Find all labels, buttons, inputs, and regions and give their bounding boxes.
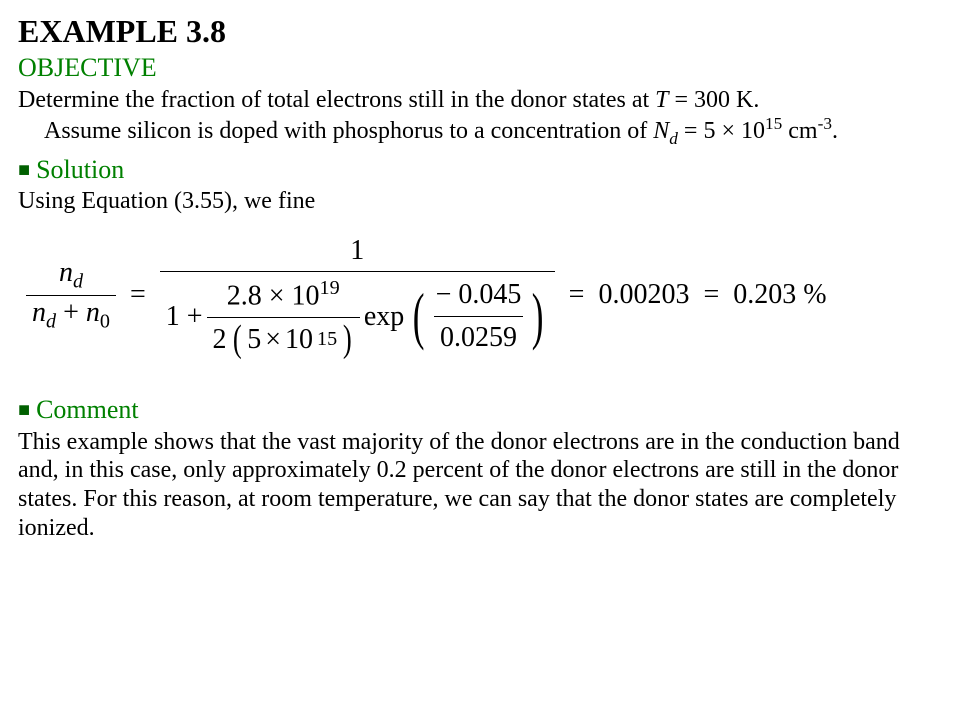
bullet-icon: ■ [18,399,30,421]
text: = 300 K. [669,87,760,113]
den-c: 10 [285,325,313,354]
sup-19: 19 [320,277,340,299]
rhs-denominator: 1 + 2.8 × 1019 2(5 × 1015) exp ( − 0.04 [160,271,555,354]
num-b: 10 [292,281,320,312]
text: cm [782,118,817,144]
text: 10 [735,118,765,144]
times-symbol: × [265,325,281,354]
sub-d: d [73,270,83,292]
heading-text: Comment [36,395,139,424]
var-n: n [86,297,100,328]
result-decimal: 0.00203 [598,278,689,312]
sub-d: d [46,310,56,332]
bullet-icon: ■ [18,159,30,181]
objective-heading: OBJECTIVE [18,52,942,83]
text: . [832,118,838,144]
times-symbol: × [721,118,735,144]
equals: = [703,278,719,312]
sup-15: 15 [765,114,782,133]
close-paren-icon: ) [532,294,544,339]
var-T: T [655,87,668,113]
var-n: n [59,257,73,288]
var-n: n [32,297,46,328]
close-paren-icon: ) [343,324,352,354]
num-a: 2.8 [227,281,262,312]
exp-fraction: − 0.045 0.0259 [430,280,528,352]
solution-intro: Using Equation (3.55), we fine [18,187,942,216]
comment-text: This example shows that the vast majorit… [18,428,942,543]
rhs-numerator: 1 [344,236,370,271]
coefficient-fraction: 2.8 × 1019 2(5 × 1015) [207,278,360,354]
solution-heading: ■ Solution [18,154,942,185]
objective-line-2: Assume silicon is doped with phosphorus … [18,114,942,150]
den-a: 2 [213,325,227,354]
one-plus: 1 + [166,302,203,331]
equals: = [130,278,146,312]
open-paren-icon: ( [232,324,241,354]
comment-heading: ■ Comment [18,394,942,425]
plus: + [56,297,86,328]
sub-0: 0 [100,310,110,332]
open-paren-icon: ( [413,294,425,339]
exp-num: − 0.045 [430,280,528,315]
exp-argument: ( − 0.045 0.0259 ) [408,280,548,352]
sup-neg3: -3 [818,114,832,133]
example-title: EXAMPLE 3.8 [18,12,942,50]
text: = 5 [678,118,722,144]
lhs-fraction: nd nd + n0 [26,258,116,333]
den-b: 5 [247,325,261,354]
exp-label: exp [364,302,404,331]
main-equation: nd nd + n0 = 1 1 + 2.8 × 1019 2(5 × 1015… [26,236,942,355]
exp-den: 0.0259 [434,316,523,352]
objective-line-1: Determine the fraction of total electron… [18,86,942,115]
var-Nd: N [653,118,669,144]
equals: = [569,278,585,312]
rhs-main-fraction: 1 1 + 2.8 × 1019 2(5 × 1015) exp ( [160,236,555,355]
text: Determine the fraction of total electron… [18,87,655,113]
heading-text: Solution [36,155,124,184]
result-percent: 0.203 % [733,278,826,312]
text: Assume silicon is doped with phosphorus … [44,118,653,144]
times-symbol: × [269,281,285,312]
sub-d: d [669,129,678,148]
sup-15: 15 [317,329,337,350]
